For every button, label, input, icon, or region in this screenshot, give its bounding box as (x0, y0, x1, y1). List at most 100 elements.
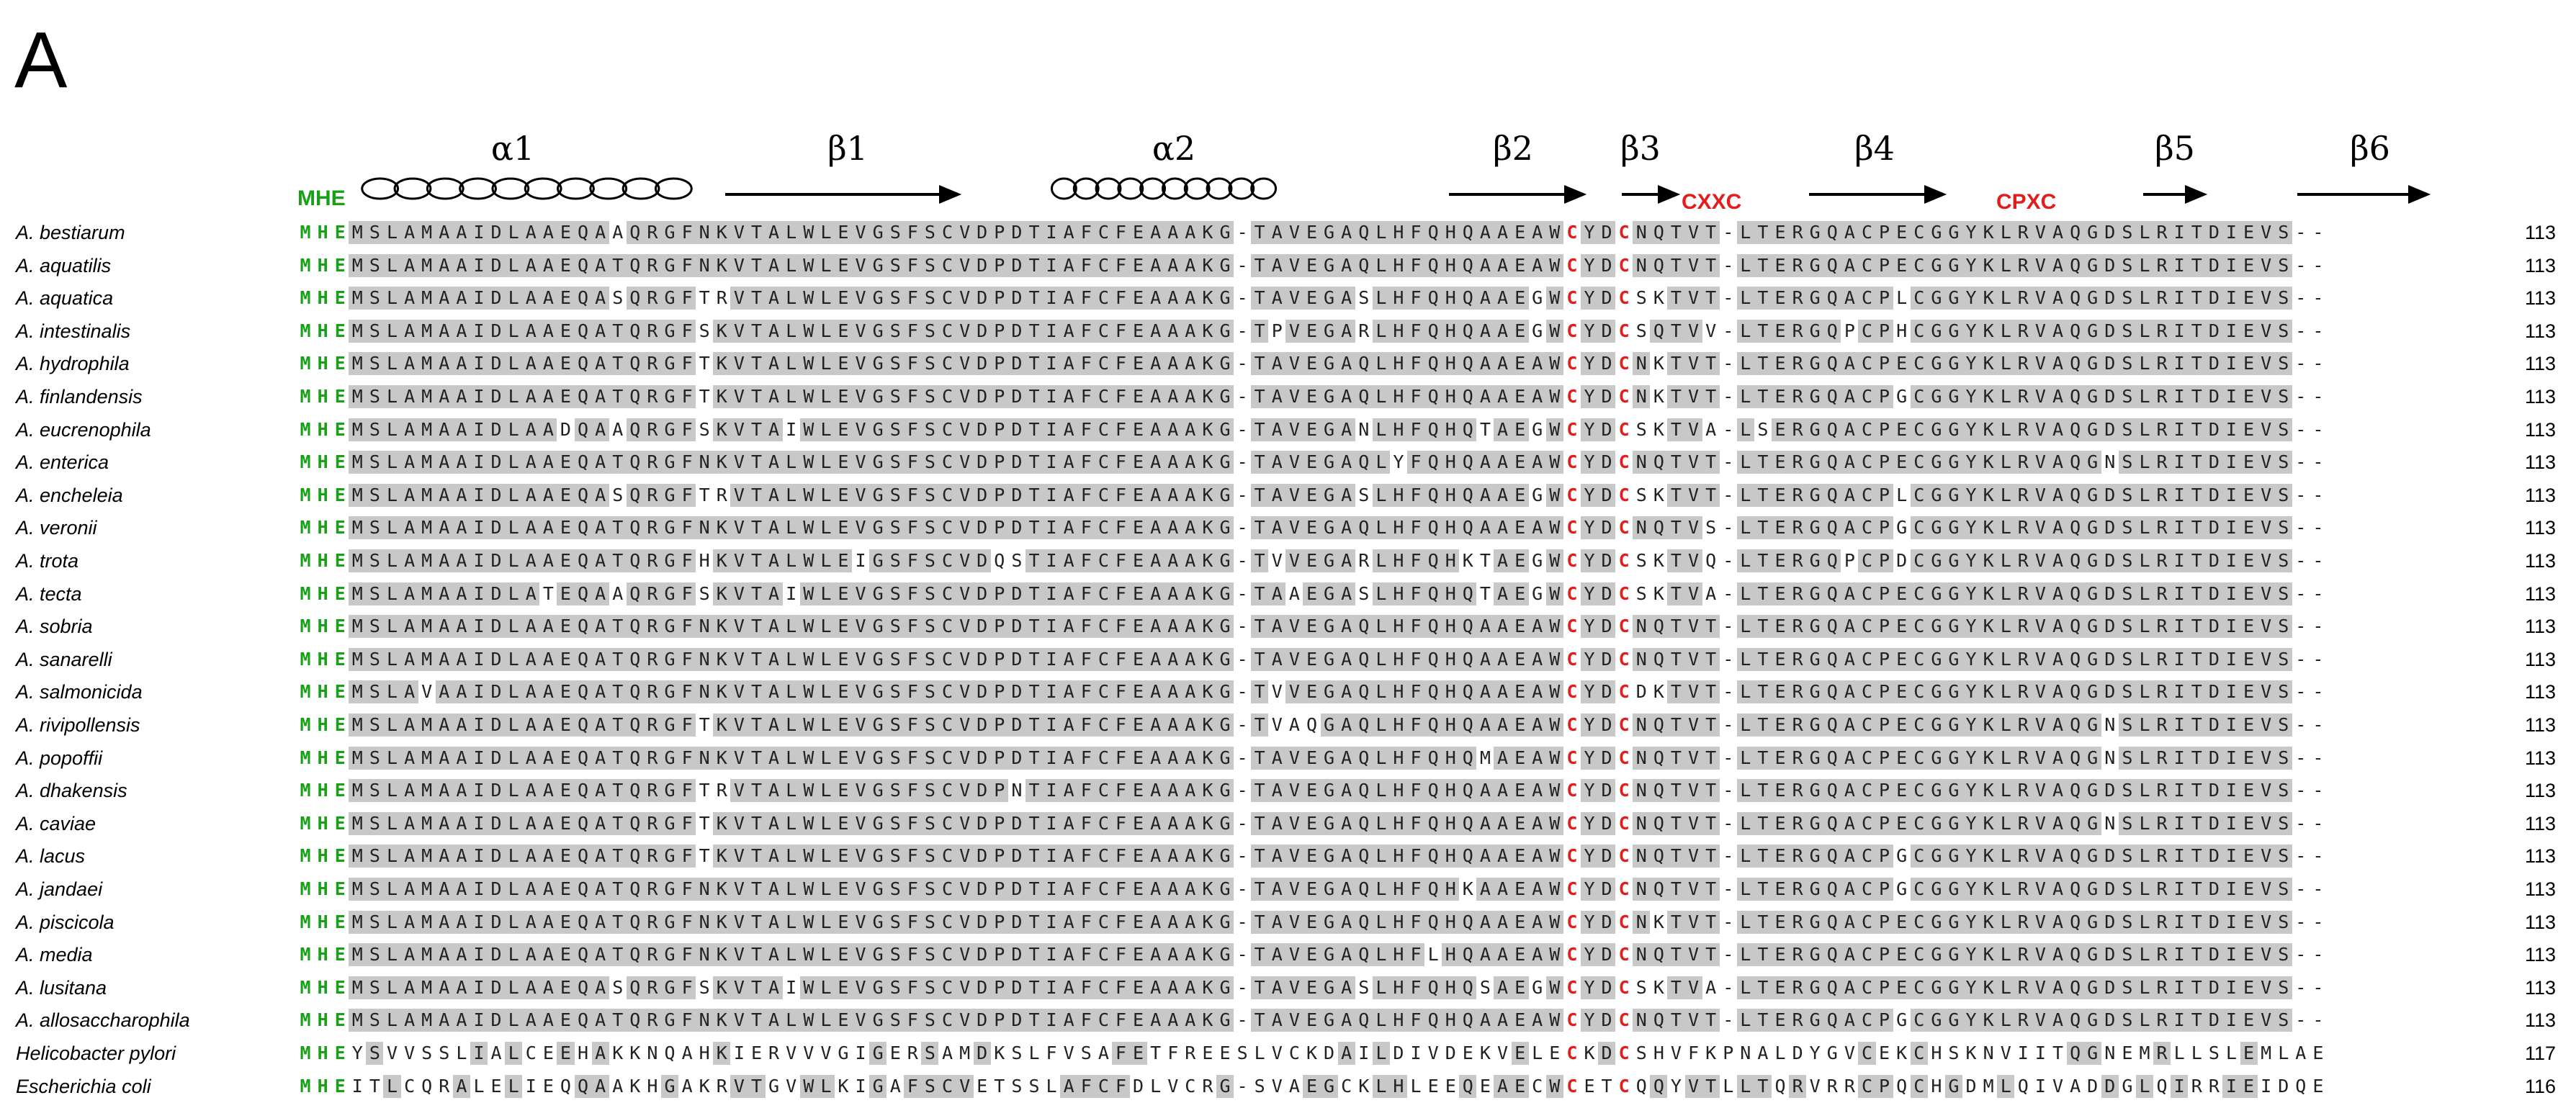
residue: G (660, 516, 679, 540)
residue: V (2032, 483, 2050, 507)
residue: A (889, 1075, 901, 1097)
residue: S (921, 582, 939, 605)
residue: P (990, 319, 1008, 343)
residue: Q (1650, 451, 1668, 474)
residue: Y (1670, 1075, 1682, 1097)
residue: - (2295, 878, 2307, 899)
residue: L (505, 418, 523, 441)
residue: Q (1823, 483, 1841, 507)
helix-turn (589, 177, 628, 200)
residue: Q (2066, 1009, 2084, 1032)
helix-turn (1250, 177, 1278, 200)
residue: I (1043, 549, 1061, 572)
residue: T (1025, 680, 1044, 704)
residue: L (505, 1009, 523, 1032)
residue: A (1268, 811, 1286, 835)
residue: G (2083, 878, 2101, 901)
residue: I (2222, 680, 2240, 704)
residue: A (591, 516, 609, 540)
residue: K (713, 253, 731, 277)
residue: Y (1580, 647, 1599, 671)
residue: G (1216, 221, 1234, 244)
residue: - (1237, 747, 1248, 768)
residue: A (765, 680, 783, 704)
residue: G (1532, 418, 1543, 440)
residue: R (1789, 976, 1807, 999)
residue: F (1112, 1009, 1130, 1032)
residue: A (435, 746, 453, 770)
residue: V (1684, 779, 1702, 803)
residue: D (488, 943, 506, 967)
residue: R (2153, 1009, 2171, 1032)
residue: A (1146, 451, 1164, 474)
residue: C (1858, 943, 1876, 967)
residue: A (765, 418, 783, 441)
residue: A (1494, 680, 1512, 704)
residue: A (1841, 910, 1859, 934)
residue: A (1268, 253, 1286, 277)
residue: N (1633, 746, 1651, 770)
residue: S (366, 615, 384, 639)
residue: K (713, 582, 731, 605)
residue: G (1944, 910, 1962, 934)
residue: M (418, 910, 436, 934)
residue: G (1896, 878, 1908, 899)
residue: - (2295, 582, 2307, 604)
residue: T (1025, 845, 1044, 868)
residue: G (1944, 549, 1962, 572)
residue: S (366, 352, 384, 376)
residue: T (1702, 845, 1720, 868)
residue: V (956, 943, 974, 967)
residue: A (452, 352, 470, 376)
residue: H (1389, 779, 1407, 803)
residue: T (748, 418, 766, 441)
residue: C (1910, 418, 1928, 441)
residue: T (609, 647, 627, 671)
residue: Y (1580, 516, 1599, 540)
residue: - (2295, 681, 2307, 703)
residue: K (1198, 878, 1216, 901)
residue: D (973, 516, 991, 540)
residue: A (400, 221, 418, 244)
residue: V (852, 451, 870, 474)
residue: T (2188, 287, 2206, 310)
residue: L (1372, 287, 1390, 310)
residue: A (522, 385, 540, 408)
residue: C (1910, 287, 1928, 310)
residue: L (1736, 647, 1754, 671)
residue: A (612, 418, 624, 440)
residue: E (334, 812, 346, 834)
residue: L (383, 943, 401, 967)
residue: G (1216, 647, 1234, 671)
residue: Q (1650, 253, 1668, 277)
residue: I (1043, 615, 1061, 639)
residue: F (678, 549, 696, 572)
residue: K (1198, 910, 1216, 934)
residue: L (1372, 253, 1390, 277)
residue: Y (1580, 811, 1599, 835)
residue: K (1198, 385, 1216, 408)
residue: W (1545, 878, 1563, 901)
residue: A (591, 811, 609, 835)
residue: E (1129, 910, 1147, 934)
residue: E (490, 1075, 502, 1097)
residue: G (1532, 582, 1543, 604)
residue: G (660, 1074, 679, 1098)
residue: N (1633, 878, 1651, 901)
residue: S (1011, 550, 1023, 571)
residue: K (1198, 582, 1216, 605)
residue: Q (1355, 746, 1373, 770)
residue: E (334, 254, 346, 276)
residue: E (1511, 910, 1529, 934)
residue: I (2171, 943, 2189, 967)
residue: D (488, 221, 506, 244)
residue: E (1893, 680, 1911, 704)
residue: T (609, 451, 627, 474)
residue: A (1164, 352, 1182, 376)
residue: E (1129, 746, 1147, 770)
residue: C (1566, 550, 1578, 571)
residue: K (1980, 845, 1998, 868)
residue: E (557, 878, 575, 901)
residue: C (1858, 385, 1876, 408)
